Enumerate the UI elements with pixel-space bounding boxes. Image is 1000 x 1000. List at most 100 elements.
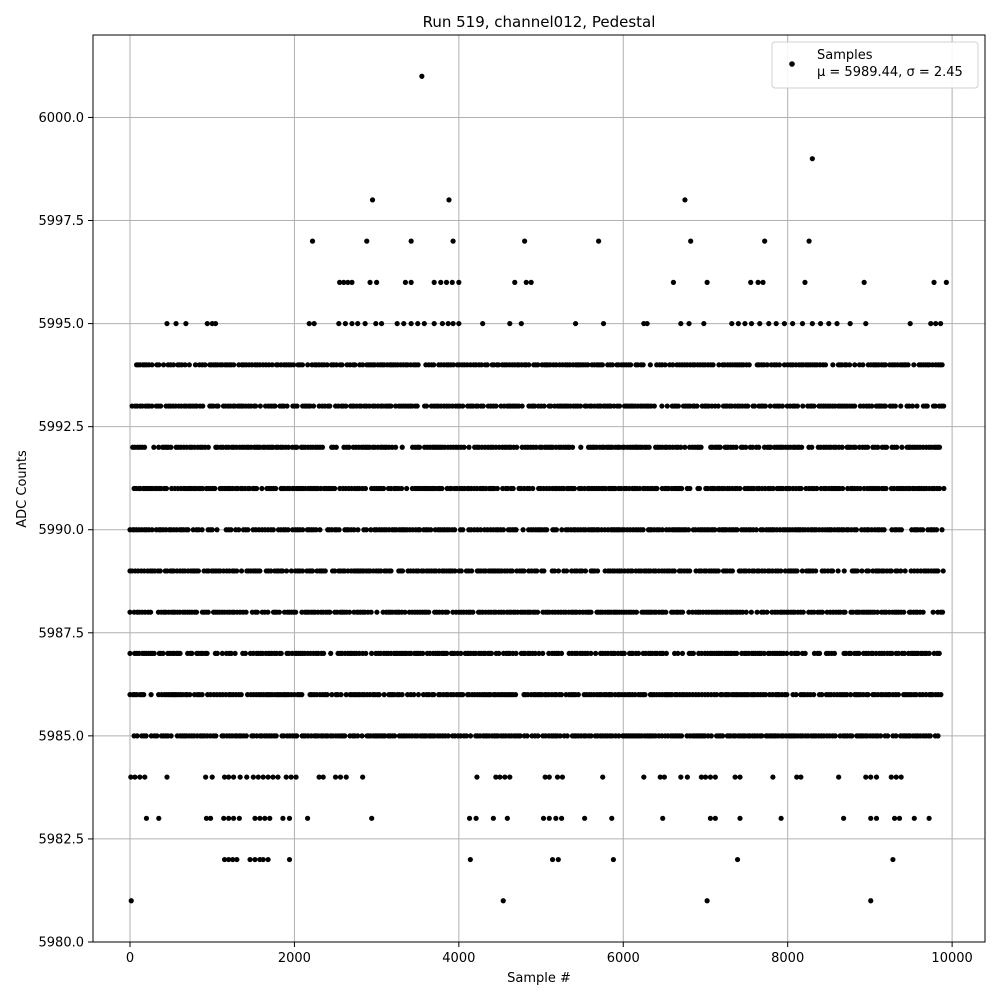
data-point <box>156 362 162 368</box>
data-point <box>641 774 647 780</box>
data-point <box>369 815 375 821</box>
data-point <box>364 238 370 244</box>
data-point <box>585 362 591 368</box>
y-tick-label: 5995.0 <box>39 317 85 332</box>
data-point <box>265 609 271 615</box>
data-point <box>163 485 170 492</box>
data-point <box>420 650 426 657</box>
data-point <box>493 774 499 780</box>
data-point <box>729 568 736 574</box>
data-point <box>924 403 930 409</box>
data-point <box>466 444 472 450</box>
data-point <box>151 444 157 450</box>
data-point <box>901 650 908 657</box>
data-point <box>449 279 455 285</box>
data-point <box>317 527 323 533</box>
data-point <box>195 568 201 574</box>
data-point <box>399 444 405 450</box>
data-point <box>935 733 941 739</box>
data-point <box>764 609 770 615</box>
data-point <box>446 197 452 203</box>
data-point <box>913 692 919 698</box>
data-point <box>324 692 330 698</box>
data-point <box>204 650 210 657</box>
data-point <box>294 403 300 409</box>
data-point <box>874 609 881 615</box>
data-point <box>863 774 869 780</box>
data-point <box>710 362 716 368</box>
data-point <box>799 568 805 574</box>
data-point <box>369 197 376 203</box>
data-point <box>911 815 917 821</box>
x-tick-label: 10000 <box>931 951 972 966</box>
data-point <box>542 774 548 780</box>
data-point <box>305 362 311 368</box>
data-point <box>411 692 417 698</box>
x-tick-label: 8000 <box>771 951 804 966</box>
data-point <box>232 650 238 657</box>
data-point <box>682 197 688 203</box>
data-point <box>544 527 550 533</box>
data-point <box>702 774 709 780</box>
data-point <box>588 733 594 739</box>
data-point <box>865 568 872 574</box>
data-point <box>776 362 783 368</box>
data-point <box>329 692 335 698</box>
data-point <box>881 527 887 533</box>
data-point <box>285 527 291 533</box>
data-point <box>882 403 889 409</box>
x-tick-label: 6000 <box>607 951 640 966</box>
data-point <box>901 609 907 615</box>
data-point <box>523 279 529 285</box>
data-point <box>502 774 508 780</box>
data-point <box>760 279 766 285</box>
data-point <box>663 609 669 615</box>
data-point <box>343 692 349 698</box>
data-point <box>893 774 899 780</box>
data-point <box>868 815 874 821</box>
data-point <box>826 320 832 327</box>
data-point <box>497 774 503 780</box>
data-point <box>572 320 579 327</box>
data-point <box>740 609 746 615</box>
data-point <box>336 527 342 533</box>
data-point <box>813 568 819 574</box>
data-point <box>863 320 869 327</box>
data-point <box>221 815 227 821</box>
data-point <box>663 650 669 657</box>
data-point <box>355 527 361 533</box>
data-point <box>532 403 538 409</box>
data-point <box>509 568 515 574</box>
data-point <box>698 444 704 450</box>
y-tick-label: 5985.0 <box>39 729 85 744</box>
data-point <box>819 609 826 615</box>
data-point <box>254 485 260 492</box>
data-point <box>431 320 437 327</box>
data-point <box>260 856 266 863</box>
data-point <box>231 362 237 368</box>
data-point <box>847 362 853 368</box>
data-point <box>737 485 743 492</box>
x-axis-ticks: 0 2000 4000 6000 8000 10000 <box>126 942 973 966</box>
data-point <box>898 403 904 409</box>
data-point <box>832 733 838 739</box>
legend-box <box>771 41 979 89</box>
data-point <box>342 320 348 327</box>
legend-stats: μ = 5989.44, σ = 2.45 <box>817 65 963 80</box>
data-point <box>234 568 240 574</box>
data-point <box>745 403 751 409</box>
data-point <box>754 609 760 615</box>
data-point <box>244 774 250 780</box>
data-point <box>226 856 232 863</box>
data-point <box>629 568 635 574</box>
data-point <box>477 527 484 533</box>
data-point <box>898 774 904 780</box>
data-point <box>836 774 842 780</box>
data-point <box>278 650 284 657</box>
data-point <box>276 609 282 615</box>
y-tick-label: 5982.5 <box>39 832 85 847</box>
data-point <box>822 362 829 368</box>
y-axis-ticks: 5980.0 5982.5 5985.0 5987.5 5990.0 5992.5 5995… <box>39 111 93 951</box>
data-point <box>859 568 865 574</box>
data-point <box>327 609 333 615</box>
